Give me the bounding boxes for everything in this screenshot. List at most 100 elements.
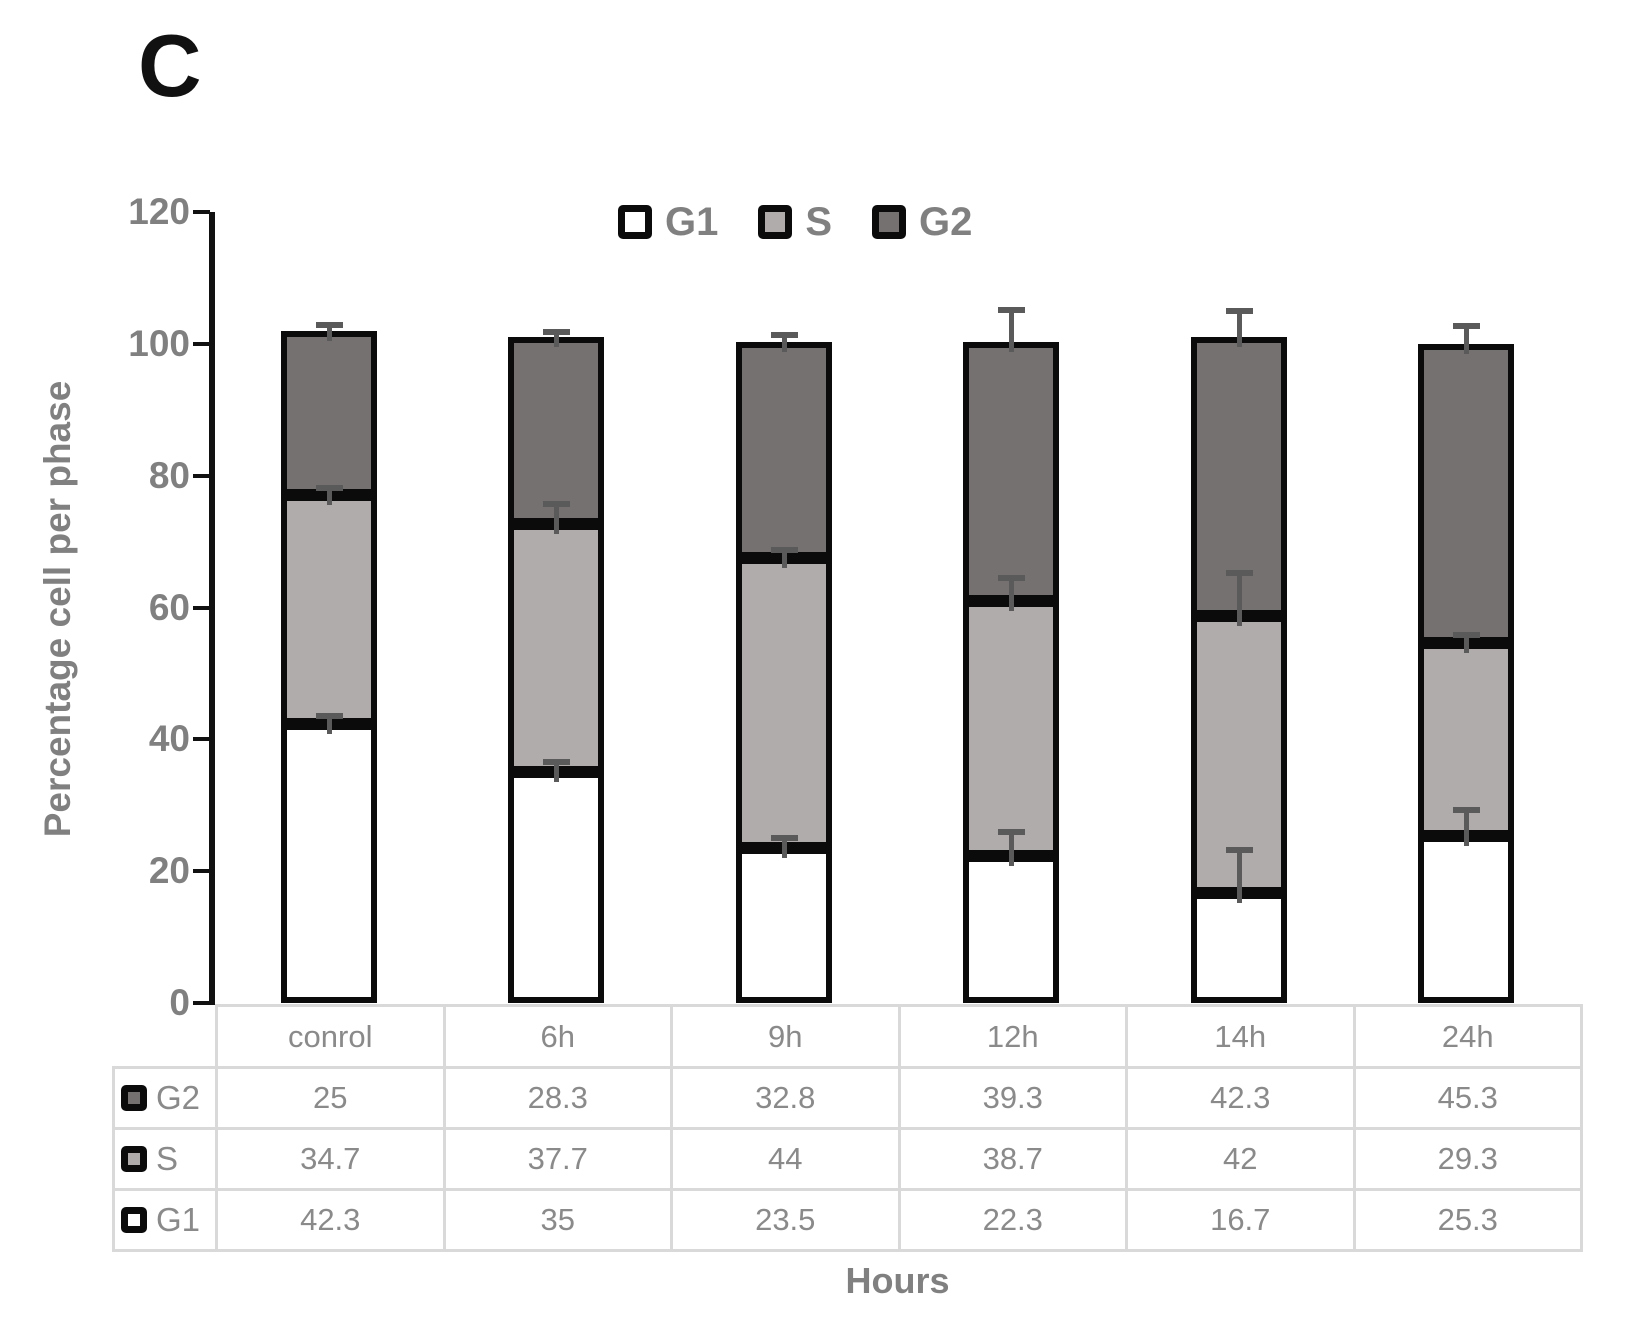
bar-segment-g2-conrol (280, 330, 377, 496)
bar-segment-s-14h (1190, 616, 1287, 893)
bar-segment-g1-9h (735, 848, 832, 1003)
bar-segment-g2-12h (963, 341, 1060, 601)
table-header-14h: 14h (1125, 1004, 1356, 1069)
error-bar-cap-g2-14h (1225, 307, 1253, 314)
y-axis-tick (193, 605, 210, 610)
error-bar-cap-g1-12h (998, 829, 1026, 836)
error-bar-stem-g1-14h (1236, 850, 1242, 903)
y-axis-tick (193, 1001, 210, 1005)
error-bar-cap-s-24h (1453, 632, 1481, 639)
table-cell-g1-24h: 25.3 (1352, 1188, 1583, 1252)
series-label-s: S (156, 1140, 179, 1178)
table-cell-g2-9h: 32.8 (670, 1066, 901, 1130)
bar-segment-g2-24h (1418, 344, 1515, 644)
series-key-s-icon (121, 1146, 147, 1173)
error-bar-cap-g1-6h (543, 758, 571, 765)
table-cell-s-conrol: 34.7 (215, 1127, 446, 1191)
legend-item-g2: G2 (872, 202, 972, 242)
bar-segment-s-24h (1418, 643, 1515, 837)
error-bar-cap-g2-conrol (315, 322, 343, 329)
table-cell-s-12h: 38.7 (897, 1127, 1128, 1191)
table-cell-g2-24h: 45.3 (1352, 1066, 1583, 1130)
x-axis-title: Hours (845, 1260, 950, 1301)
error-bar-stem-s-12h (1009, 577, 1015, 611)
error-bar-cap-g2-24h (1453, 323, 1481, 330)
bar-segment-g2-6h (508, 337, 605, 524)
table-row-g1: G1 42.3 35 23.5 22.3 16.7 25.3 (112, 1188, 1583, 1252)
table-row-s: S 34.7 37.7 44 38.7 42 29.3 (112, 1127, 1583, 1191)
y-tick-label: 0 (169, 982, 190, 1023)
table-header-row: conrol 6h 9h 12h 14h 24h (114, 1004, 1583, 1069)
legend-label-s: S (805, 200, 833, 244)
data-table: conrol 6h 9h 12h 14h 24h G2 25 28.3 32.8 39.3 42.3 4… (112, 1004, 1583, 1252)
legend-label-g1: G1 (665, 200, 719, 244)
y-tick-label: 80 (148, 454, 190, 496)
y-axis-tick (193, 341, 210, 346)
y-tick-label: 40 (148, 718, 190, 760)
table-header-conrol: conrol (215, 1004, 446, 1069)
legend-key-g2-icon (872, 205, 907, 239)
legend-key-s-icon (758, 205, 793, 239)
bar-segment-g1-24h (1418, 836, 1515, 1003)
series-key-g1-icon (121, 1207, 147, 1234)
error-bar-stem-g1-12h (1009, 832, 1015, 866)
error-bar-stem-s-14h (1236, 573, 1242, 627)
table-cell-g2-14h: 42.3 (1125, 1066, 1356, 1130)
legend-key-g1-icon (618, 205, 652, 239)
y-axis-tick (193, 210, 210, 214)
table-cell-s-14h: 42 (1125, 1127, 1356, 1191)
error-bar-cap-s-12h (998, 574, 1026, 581)
bar-segment-s-6h (508, 523, 605, 773)
y-axis-tick (193, 737, 210, 742)
error-bar-cap-s-conrol (315, 484, 343, 491)
error-bar-stem-g2-conrol (326, 325, 332, 341)
error-bar-cap-g1-conrol (315, 713, 343, 720)
error-bar-stem-g1-24h (1464, 809, 1470, 847)
y-tick-label: 20 (148, 850, 190, 892)
error-bar-cap-g2-9h (770, 332, 798, 339)
error-bar-stem-g1-9h (781, 838, 787, 859)
series-key-g2-icon (121, 1085, 147, 1112)
y-axis-tick (193, 473, 210, 478)
table-cell-g2-12h: 39.3 (897, 1066, 1128, 1130)
table-cell-g1-14h: 16.7 (1125, 1188, 1356, 1252)
error-bar-stem-s-24h (1464, 635, 1470, 654)
table-header-6h: 6h (442, 1004, 673, 1069)
bar-segment-g1-conrol (280, 724, 377, 1003)
error-bar-stem-g2-12h (1009, 310, 1015, 352)
y-axis-tick (193, 869, 210, 874)
bar-segment-g2-9h (735, 341, 832, 559)
table-header-12h: 12h (897, 1004, 1128, 1069)
error-bar-stem-g1-6h (554, 761, 560, 783)
table-cell-g1-6h: 35 (442, 1188, 673, 1252)
bar-segment-s-12h (963, 600, 1060, 856)
bar-segment-g1-14h (1190, 892, 1287, 1003)
data-table-container: conrol 6h 9h 12h 14h 24h G2 25 28.3 32.8 39.3 42.3 4… (112, 1004, 1583, 1252)
error-bar-cap-g2-6h (543, 328, 571, 335)
table-cell-g2-conrol: 25 (215, 1066, 446, 1130)
series-label-g2: G2 (156, 1079, 201, 1117)
error-bar-cap-g1-9h (770, 835, 798, 842)
legend-item-s: S (758, 202, 832, 242)
error-bar-stem-s-6h (554, 504, 560, 534)
bar-segment-s-conrol (280, 495, 377, 725)
y-tick-label: 120 (128, 191, 190, 232)
error-bar-stem-g1-conrol (326, 716, 332, 735)
table-row-g2: G2 25 28.3 32.8 39.3 42.3 45.3 (112, 1066, 1583, 1130)
error-bar-stem-g2-24h (1464, 326, 1470, 355)
table-cell-g1-9h: 23.5 (670, 1188, 901, 1252)
panel-letter: C (138, 16, 202, 115)
table-cell-s-9h: 44 (670, 1127, 901, 1191)
bar-segment-g1-6h (508, 772, 605, 1003)
error-bar-cap-s-9h (770, 547, 798, 554)
table-cell-s-6h: 37.7 (442, 1127, 673, 1191)
error-bar-stem-g2-9h (781, 335, 787, 352)
y-tick-label: 60 (148, 586, 190, 628)
table-cell-g1-conrol: 42.3 (215, 1188, 446, 1252)
error-bar-cap-g1-24h (1453, 806, 1481, 813)
y-tick-label: 100 (128, 322, 190, 364)
table-rowhead-s: S (112, 1127, 218, 1191)
table-rowhead-g1: G1 (112, 1188, 218, 1252)
legend-label-g2: G2 (919, 200, 973, 244)
